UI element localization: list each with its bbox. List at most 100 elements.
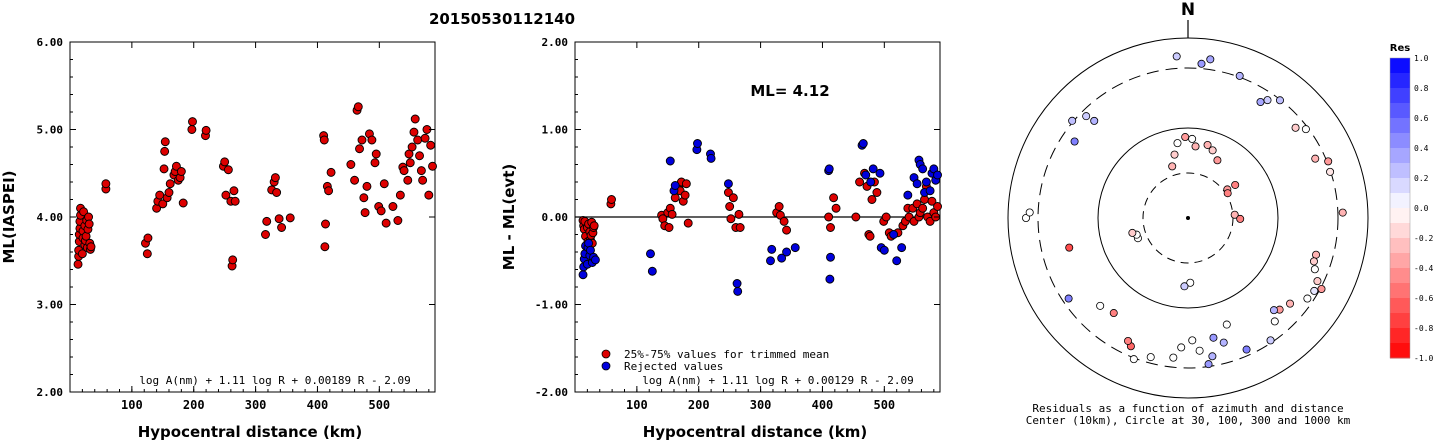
panel1-point-series0 (826, 223, 835, 232)
panel1-point-series0 (927, 196, 937, 206)
colorbar-swatch (1390, 223, 1410, 239)
station-residual-point (1209, 333, 1218, 342)
panel1-point-series1 (590, 255, 600, 265)
panel0-point-series0 (187, 125, 197, 134)
event-id-title: 20150530112140 (429, 10, 575, 28)
ml-vs-distance-panel: 6.00 5.00 4.00 3.00 2.00 100 200 300 400 500 Hypo… (0, 36, 437, 441)
panel0-point-series0 (274, 214, 284, 224)
colorbar-swatches (1389, 57, 1411, 359)
station-residual-point (1231, 180, 1240, 189)
panel0-point-series0 (424, 190, 434, 200)
panel1-point-series0 (782, 225, 792, 235)
panel1-point-series1 (925, 186, 935, 196)
panel1-point-series0 (728, 193, 738, 203)
range-circle-100km (1097, 127, 1279, 309)
station-residual-point (1222, 320, 1231, 329)
panel1-point-series1 (858, 139, 868, 148)
panel1-y-tick-label: -1.00 (535, 299, 568, 312)
panel1-points (73, 102, 437, 271)
colorbar-swatch (1390, 208, 1410, 224)
panel1-point-series0 (607, 195, 616, 204)
panel1-point-series0 (824, 212, 834, 222)
colorbar-swatch (1390, 178, 1410, 194)
panel0-point-series0 (178, 198, 188, 208)
colorbar-swatch (1390, 73, 1410, 89)
panel0-point-series0 (399, 166, 409, 176)
panel0-point-series0 (164, 188, 174, 197)
station-residual-point (1311, 154, 1320, 163)
station-residual-point (1082, 112, 1091, 121)
colorbar-swatch (1390, 328, 1410, 344)
colorbar-tick-label: 0.6 (1414, 114, 1429, 123)
panel0-point-series0 (367, 135, 377, 145)
panel1-point-series1 (868, 164, 878, 174)
station-residual-point (1172, 52, 1181, 61)
station-residual-point (1170, 150, 1179, 159)
colorbar-tick-label: 1.0 (1414, 54, 1429, 63)
panel0-point-series0 (223, 165, 233, 175)
panel0-point-series0 (270, 173, 280, 183)
station-residual-point (1291, 123, 1300, 132)
station-residual-point (1242, 345, 1251, 354)
station-residual-point (1213, 156, 1222, 165)
panel1-point-series0 (872, 188, 882, 197)
panel0-point-series0 (230, 196, 240, 206)
colorbar-title: Res (1390, 43, 1410, 54)
station-residual-point (1197, 59, 1206, 68)
panel0-point-series0 (350, 175, 360, 185)
panel1-point-series1 (578, 270, 588, 280)
colorbar-tick-label: 0.8 (1414, 84, 1429, 93)
panel2-y-axis-label: ML - ML(evt) (500, 164, 518, 270)
panel0-point-series0 (324, 186, 334, 196)
panel0-y-tick-label: 2.00 (37, 386, 64, 399)
panel1-point-series1 (670, 181, 680, 190)
panel1-point-series0 (680, 190, 690, 200)
panel0-point-series0 (413, 135, 423, 145)
panel0-point-series0 (357, 135, 367, 145)
panel1-point-series1 (892, 256, 902, 266)
panel1-point-series0 (933, 202, 942, 211)
residual-vs-distance-panel: 2.00 1.00 0.00 -1.00 -2.00 100 200 300 400 500 ML… (500, 36, 942, 441)
station-residual-point (1204, 360, 1213, 369)
colorbar-swatch (1390, 88, 1410, 104)
colorbar-swatch (1390, 238, 1410, 254)
station-residual-point (1022, 213, 1031, 222)
station-residual-point (1177, 343, 1186, 352)
station-residual-point (1096, 301, 1105, 310)
panel1-point-series1 (879, 245, 889, 255)
colorbar-swatch (1390, 298, 1410, 314)
colorbar-tick-label: 0.0 (1414, 204, 1429, 213)
panel0-point-series0 (379, 179, 389, 189)
panel0-point-series0 (326, 167, 336, 177)
panel2-formula: log A(nm) + 1.11 log R + 0.00129 R - 2.0… (642, 374, 914, 387)
panel1-point-series0 (779, 216, 789, 226)
panel0-point-series0 (362, 181, 372, 191)
panel0-y-tick-label: 3.00 (37, 299, 64, 312)
panel1-point-series1 (897, 243, 907, 253)
panel0-point-series0 (261, 230, 270, 239)
station-residual-point (1025, 208, 1034, 217)
station-residual-point (1301, 125, 1310, 134)
station-residual-point (1180, 282, 1189, 291)
station-residual-point (1181, 133, 1190, 142)
colorbar-tick-label: -0.6 (1414, 294, 1433, 303)
station-residual-point (1338, 208, 1347, 217)
panel1-x-tick-label: 300 (750, 398, 772, 412)
legend-trimmed-mean-label: 25%-75% values for trimmed mean (624, 348, 829, 361)
colorbar-tick-label: -0.8 (1414, 324, 1433, 333)
panel0-point-series0 (220, 157, 230, 167)
panel1-point-series1 (875, 168, 885, 178)
panel1-y-tick-label: 2.00 (542, 36, 569, 49)
station-residual-point (1068, 116, 1077, 125)
colorbar-tick-label: -0.2 (1414, 234, 1433, 243)
panel1-x-tick-label: 100 (626, 398, 648, 412)
panel1-point-series1 (866, 177, 876, 187)
panel0-point-series0 (381, 218, 391, 228)
azimuth-station-points (1022, 52, 1347, 369)
panel0-x-tick-label: 500 (368, 398, 390, 412)
panel0-point-series0 (221, 190, 231, 200)
colorbar-tick-label: 0.2 (1414, 174, 1429, 183)
panel0-point-series0 (262, 216, 272, 226)
colorbar-tick-label: 0.4 (1414, 144, 1429, 153)
station-residual-point (1310, 265, 1319, 274)
